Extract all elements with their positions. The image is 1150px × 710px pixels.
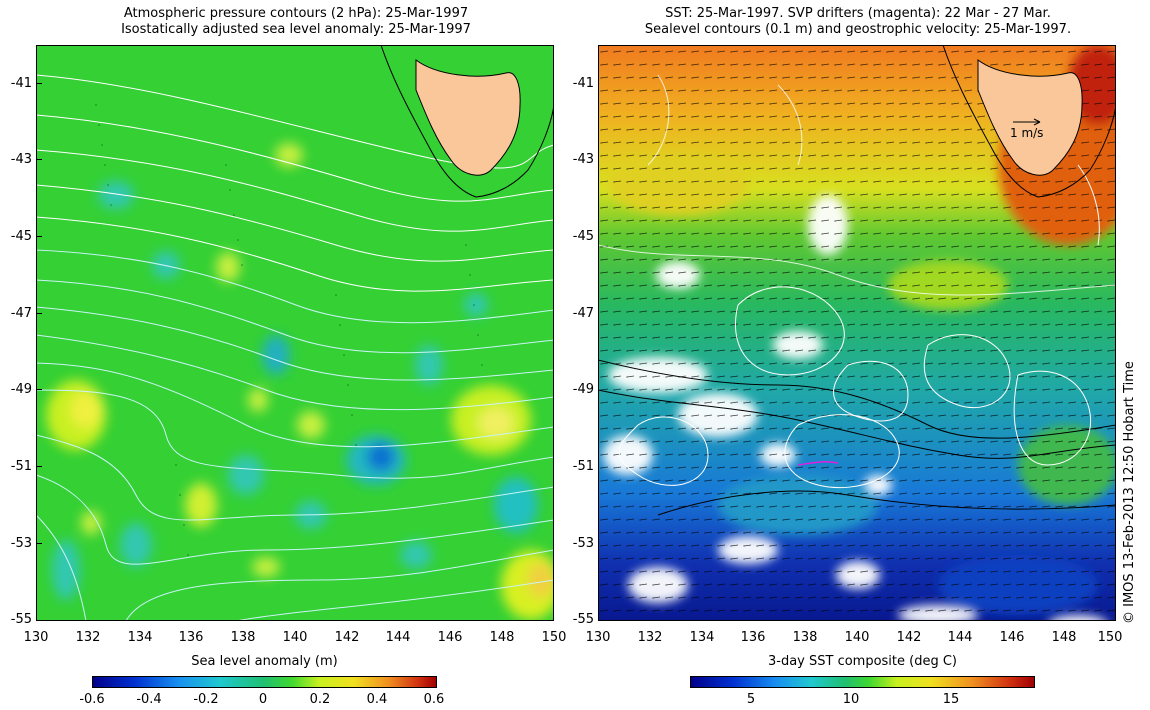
- left-xtick-label: 144: [385, 630, 411, 645]
- right-colorbar-tick: 5: [746, 692, 756, 707]
- right-xtick-label: 140: [844, 630, 870, 645]
- right-xtick-label: 130: [585, 630, 611, 645]
- left-xtick-label: 150: [541, 630, 567, 645]
- left-ytick-label: -45: [10, 229, 32, 244]
- left-xtick-label: 132: [75, 630, 101, 645]
- left-ytick-label: -41: [10, 76, 32, 91]
- left-title-line2: Isostatically adjusted sea level anomaly…: [121, 22, 471, 37]
- right-xtick-label: 136: [740, 630, 766, 645]
- scale-arrow-label: 1 m/s: [1010, 126, 1044, 140]
- left-xtick-label: 146: [437, 630, 463, 645]
- left-xtick-label: 148: [489, 630, 515, 645]
- right-ytick-label: -55: [572, 612, 594, 627]
- right-xtick-label: 138: [792, 630, 818, 645]
- left-colorbar-tick: 0.2: [309, 692, 331, 707]
- right-colorbar: [690, 676, 1035, 688]
- right-xtick-label: 148: [1051, 630, 1077, 645]
- left-colorbar-tick: -0.4: [136, 692, 162, 707]
- right-xtick-label: 142: [896, 630, 922, 645]
- right-title-line2: Sealevel contours (0.1 m) and geostrophi…: [644, 22, 1072, 37]
- left-xtick-label: 140: [282, 630, 308, 645]
- right-ytick-label: -49: [572, 382, 594, 397]
- left-map: [36, 45, 554, 621]
- left-colorbar: [92, 676, 437, 688]
- right-map: [598, 45, 1116, 621]
- right-colorbar-title: 3-day SST composite (deg C): [767, 654, 958, 669]
- left-colorbar-tick: -0.2: [193, 692, 219, 707]
- right-ytick-label: -51: [572, 459, 594, 474]
- right-xtick-label: 144: [947, 630, 973, 645]
- right-xtick-label: 150: [1097, 630, 1123, 645]
- left-xtick-label: 130: [23, 630, 49, 645]
- left-ytick-label: -47: [10, 306, 32, 321]
- right-colorbar-tick: 15: [942, 692, 960, 707]
- right-ytick-label: -47: [572, 306, 594, 321]
- left-colorbar-tick: -0.6: [79, 692, 105, 707]
- left-xtick-label: 142: [334, 630, 360, 645]
- right-xtick-label: 134: [689, 630, 715, 645]
- left-xtick-label: 134: [127, 630, 153, 645]
- left-ytick-label: -53: [10, 536, 32, 551]
- left-colorbar-tick: 0.4: [366, 692, 388, 707]
- right-ytick-label: -43: [572, 152, 594, 167]
- right-title-line1: SST: 25-Mar-1997. SVP drifters (magenta)…: [665, 6, 1051, 21]
- left-ytick-label: -51: [10, 459, 32, 474]
- imos-credit: © IMOS 13-Feb-2013 12:50 Hobart Time: [1122, 361, 1137, 624]
- right-xtick-label: 132: [637, 630, 663, 645]
- right-ytick-label: -45: [572, 229, 594, 244]
- right-colorbar-tick: 10: [842, 692, 860, 707]
- left-xtick-label: 136: [178, 630, 204, 645]
- right-ytick-label: -53: [572, 536, 594, 551]
- left-ytick-label: -49: [10, 382, 32, 397]
- left-colorbar-tick: 0: [258, 692, 268, 707]
- right-ytick-label: -41: [572, 76, 594, 91]
- left-xtick-label: 138: [230, 630, 256, 645]
- left-title-line1: Atmospheric pressure contours (2 hPa): 2…: [123, 6, 469, 21]
- left-ytick-label: -55: [10, 612, 32, 627]
- left-colorbar-title: Sea level anomaly (m): [191, 654, 338, 669]
- left-colorbar-tick: 0.6: [423, 692, 445, 707]
- right-xtick-label: 146: [999, 630, 1025, 645]
- left-ytick-label: -43: [10, 152, 32, 167]
